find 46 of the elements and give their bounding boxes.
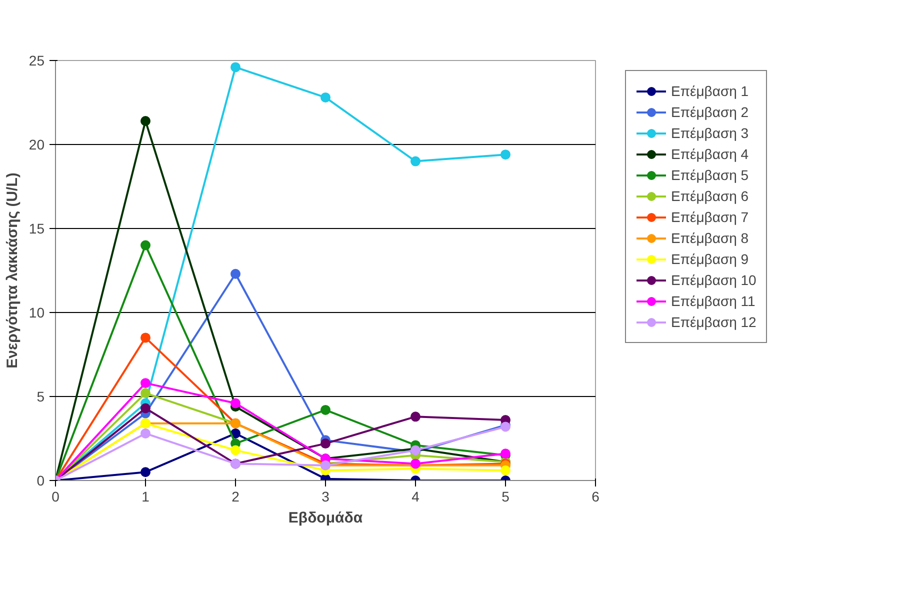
point (230, 398, 240, 408)
point (140, 388, 150, 398)
y-tick-label: 25 (28, 52, 45, 68)
x-tick-label: 4 (412, 488, 420, 504)
x-tick-label: 2 (232, 488, 240, 504)
x-tick-label: 6 (592, 488, 600, 504)
point (230, 445, 240, 456)
legend-label: Επέμβαση 9 (671, 251, 749, 267)
point (140, 467, 150, 478)
point (230, 62, 240, 72)
point (140, 240, 150, 250)
point (410, 156, 420, 166)
point (500, 150, 510, 160)
point (320, 92, 330, 102)
legend-label: Επέμβαση 11 (671, 293, 756, 309)
y-tick-label: 5 (36, 388, 45, 404)
point (140, 378, 150, 388)
point (140, 403, 150, 414)
point (320, 438, 330, 449)
x-tick-label: 0 (52, 488, 60, 504)
legend-label: Επέμβαση 4 (671, 146, 749, 162)
y-tick-label: 20 (28, 136, 45, 152)
legend-label: Επέμβαση 1 (671, 83, 749, 99)
legend-label: Επέμβαση 3 (671, 125, 749, 141)
point (230, 268, 240, 279)
y-tick-label: 0 (36, 472, 45, 488)
x-tick-label: 5 (502, 488, 510, 504)
legend-label: Επέμβαση 12 (671, 314, 756, 330)
legend-label: Επέμβαση 6 (671, 188, 749, 204)
legend-label: Επέμβαση 5 (671, 167, 749, 183)
point (500, 465, 510, 476)
point (140, 428, 150, 438)
legend-label: Επέμβαση 8 (671, 230, 749, 246)
point (140, 332, 150, 343)
legend-label: Επέμβαση 10 (671, 272, 756, 288)
legend-label: Επέμβαση 2 (671, 104, 749, 120)
legend-label: Επέμβαση 7 (671, 209, 749, 225)
y-axis-title: Ενεργότητα λακκάσης (U/L) (4, 172, 21, 368)
y-tick-label: 10 (28, 304, 45, 320)
y-tick-label: 15 (28, 220, 45, 236)
x-tick-label: 3 (322, 488, 330, 504)
point (320, 404, 330, 415)
point (140, 116, 150, 126)
point (410, 412, 420, 422)
x-tick-label: 1 (142, 488, 150, 504)
x-axis-title: Εβδομάδα (288, 510, 364, 526)
